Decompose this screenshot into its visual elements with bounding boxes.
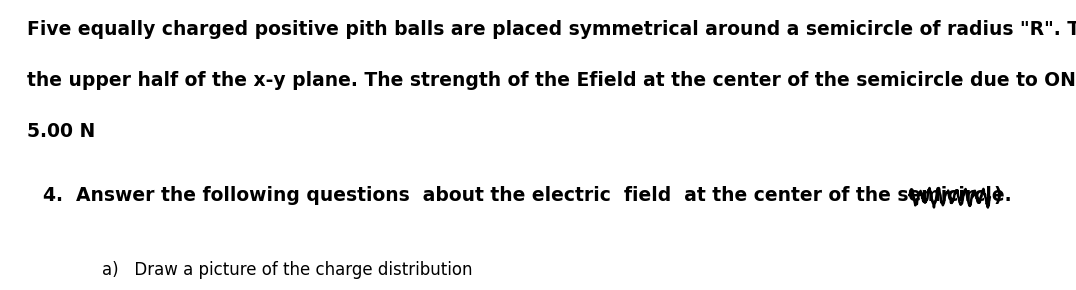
Text: a)   Draw a picture of the charge distribution: a) Draw a picture of the charge distribu… <box>102 261 472 279</box>
Text: 4.  Answer the following questions  about the electric  field  at the center of : 4. Answer the following questions about … <box>43 186 1011 205</box>
Text: 5.00 N: 5.00 N <box>27 122 95 141</box>
Text: ): ) <box>993 186 1002 205</box>
Text: the upper half of the x-y plane. The strength of the Efield at the center of the: the upper half of the x-y plane. The str… <box>27 71 1076 90</box>
Text: Five equally charged positive pith balls are placed symmetrical around a semicir: Five equally charged positive pith balls… <box>27 20 1076 39</box>
